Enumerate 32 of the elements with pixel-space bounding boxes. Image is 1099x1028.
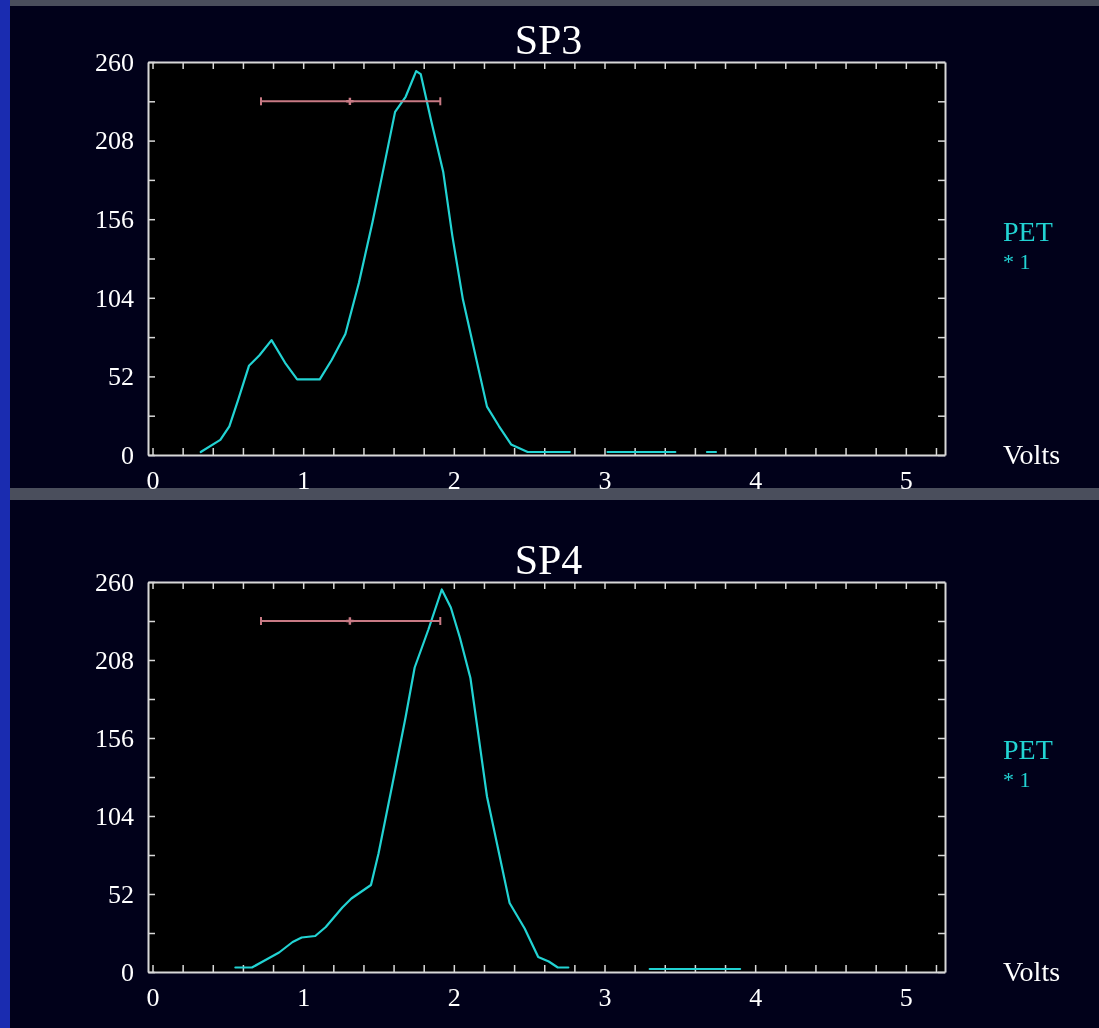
y-tick-label: 104 [95,801,134,831]
y-tick-label: 52 [108,362,134,392]
y-tick-label: 260 [95,47,134,77]
y-tick-label: 156 [95,723,134,753]
x-tick-label: 0 [146,983,160,1013]
x-tick-label: 2 [447,983,461,1013]
x-tick-label: 0 [146,466,160,496]
x-tick-label: 4 [749,983,763,1013]
x-tick-label: 4 [749,466,763,496]
y-tick-label: 0 [121,440,134,470]
text: * 1 [1003,248,1031,274]
y-tick-label: 260 [95,567,134,597]
y-tick-label: 208 [95,645,134,675]
x-tick-label: 2 [447,466,461,496]
chart-title: SP3 [514,17,583,63]
x-tick-label: 3 [598,466,612,496]
x-tick-label: 1 [297,466,311,496]
text: * 1 [1003,767,1031,792]
x-tick-label: 3 [598,983,612,1013]
text: PET [1003,734,1053,765]
x-tick-label: 5 [899,983,913,1013]
x-axis-title: Volts [1003,439,1061,470]
y-tick-label: 52 [108,879,134,909]
y-tick-label: 208 [95,126,134,156]
chart-title: SP4 [514,537,583,583]
y-tick-label: 156 [95,205,134,235]
x-tick-label: 5 [899,466,913,496]
text: PET [1003,215,1053,247]
x-axis-title: Volts [1003,956,1061,987]
y-tick-label: 104 [95,283,134,313]
y-tick-label: 0 [121,957,134,987]
x-tick-label: 1 [297,983,311,1013]
